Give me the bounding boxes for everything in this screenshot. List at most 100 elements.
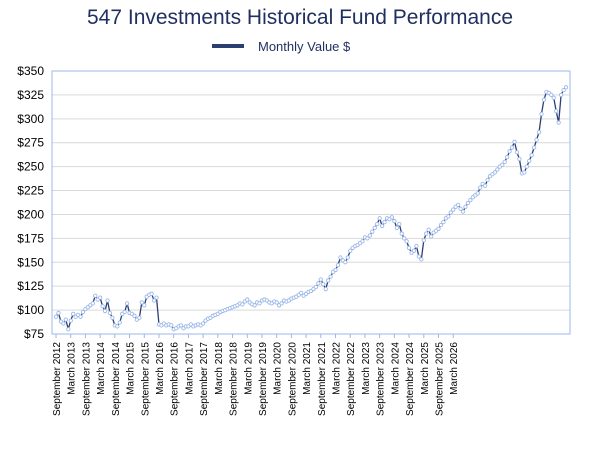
data-point <box>105 298 110 303</box>
data-point <box>323 286 328 292</box>
data-point <box>554 109 559 114</box>
data-point <box>117 320 122 325</box>
data-point <box>421 238 426 243</box>
data-point <box>313 284 319 290</box>
data-point <box>536 130 542 135</box>
data-point <box>468 197 473 203</box>
data-point <box>137 315 142 320</box>
y-tick-label: $250 <box>17 160 44 174</box>
data-point <box>436 226 441 231</box>
x-tick-label: September 2023 <box>376 342 387 416</box>
x-tick-label: September 2015 <box>140 342 151 416</box>
data-point <box>53 314 59 319</box>
data-point <box>556 120 561 125</box>
data-point <box>333 267 338 273</box>
data-point <box>389 215 395 220</box>
data-point <box>68 318 73 323</box>
x-tick-label: March 2022 <box>332 342 343 395</box>
data-point <box>169 323 174 328</box>
data-point <box>492 170 498 175</box>
y-tick-label: $75 <box>24 327 44 341</box>
data-point <box>80 309 86 315</box>
data-point <box>414 243 419 249</box>
data-point <box>154 295 159 300</box>
data-point <box>326 278 331 283</box>
data-point <box>279 301 284 306</box>
x-axis-ticks: September 2012 March 2013 September 2013 Ma… <box>52 334 460 416</box>
data-point <box>465 200 471 206</box>
data-point <box>539 111 544 117</box>
data-point <box>139 300 144 305</box>
data-point <box>274 300 279 305</box>
data-point <box>56 310 61 316</box>
x-tick-label: March 2016 <box>155 342 166 395</box>
data-point <box>61 321 66 326</box>
y-axis-ticks: $75 $100 $125 $150 $175 $200 $225 $250 $275 $300 $… <box>17 64 44 341</box>
data-point <box>428 234 434 239</box>
data-point <box>451 207 456 212</box>
chart-title: 547 Investments Historical Fund Performa… <box>86 6 514 29</box>
y-tick-label: $100 <box>17 303 44 317</box>
series-layer <box>53 85 569 332</box>
data-point <box>455 202 461 208</box>
data-point <box>460 209 466 214</box>
x-tick-label: September 2017 <box>199 342 210 416</box>
data-point <box>505 154 510 160</box>
data-point <box>527 158 532 164</box>
data-point <box>424 231 429 236</box>
legend-swatch <box>212 44 244 48</box>
data-point <box>529 153 534 158</box>
data-point <box>524 164 529 169</box>
x-tick-label: March 2020 <box>273 342 284 395</box>
data-point <box>475 191 480 196</box>
data-point <box>377 216 382 221</box>
data-point <box>495 167 500 172</box>
data-point <box>367 233 372 238</box>
data-point <box>257 301 262 306</box>
data-point <box>438 222 444 228</box>
data-point <box>78 314 83 319</box>
data-point <box>115 324 120 329</box>
data-point <box>93 293 98 298</box>
data-point <box>463 204 468 209</box>
data-point <box>446 214 451 219</box>
legend-label: Monthly Value $ <box>258 38 351 54</box>
data-point <box>107 310 113 316</box>
data-point <box>122 309 127 315</box>
gridlines <box>52 70 570 335</box>
x-tick-label: March 2018 <box>214 342 225 395</box>
data-point <box>563 85 569 90</box>
data-point <box>379 223 385 229</box>
data-point <box>382 219 387 225</box>
data-point <box>416 254 422 259</box>
x-tick-label: September 2025 <box>435 342 446 416</box>
x-tick-label: March 2017 <box>184 342 195 395</box>
data-point <box>441 219 446 225</box>
data-point <box>512 139 517 144</box>
data-point <box>252 303 257 308</box>
data-point <box>142 303 147 308</box>
data-point <box>502 159 507 165</box>
y-tick-label: $275 <box>17 136 44 150</box>
data-point <box>365 236 370 241</box>
x-tick-label: September 2024 <box>405 342 416 416</box>
data-point <box>375 221 380 227</box>
y-tick-label: $125 <box>17 279 44 293</box>
data-point <box>551 95 556 100</box>
data-point <box>321 282 326 287</box>
x-tick-label: September 2021 <box>317 342 328 416</box>
data-point <box>426 227 431 232</box>
data-point <box>485 177 490 183</box>
data-point <box>549 92 554 98</box>
data-point <box>124 301 130 306</box>
data-point <box>240 302 245 307</box>
data-point <box>534 137 539 143</box>
data-point <box>514 150 520 155</box>
data-point <box>531 145 537 150</box>
data-point <box>478 185 483 190</box>
x-tick-label: September 2020 <box>287 342 298 416</box>
data-point <box>97 295 103 300</box>
x-tick-label: September 2013 <box>81 342 92 416</box>
data-point <box>500 162 505 167</box>
